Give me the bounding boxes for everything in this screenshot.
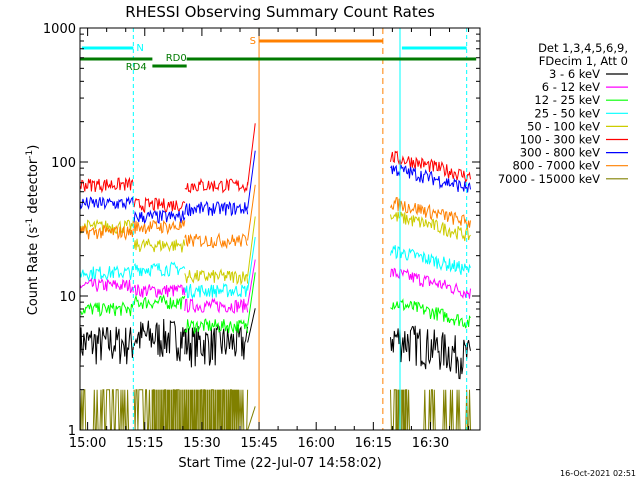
series-flare-3 bbox=[247, 237, 256, 291]
series-line-4 bbox=[79, 211, 471, 286]
series-line-3 bbox=[79, 245, 471, 300]
annotation-n: N bbox=[136, 43, 143, 54]
series-line-1 bbox=[79, 267, 471, 314]
series-line-5 bbox=[79, 150, 471, 214]
legend-label: 100 - 300 keV bbox=[520, 133, 600, 147]
plot-area: N RD0 RD4 S 1 10 100 1000 15:00 15:15 15:30 15:45 16… bbox=[43, 22, 481, 451]
chart-title: RHESSI Observing Summary Count Rates bbox=[125, 3, 435, 21]
legend-label: 300 - 800 keV bbox=[520, 146, 600, 160]
annotation-rd4: RD4 bbox=[126, 62, 147, 73]
annotation-rd0: RD0 bbox=[166, 53, 187, 64]
legend-label: 7000 - 15000 keV bbox=[498, 172, 600, 186]
series-line-7 bbox=[79, 197, 471, 250]
x-tick-label: 15:30 bbox=[183, 436, 220, 451]
y-tick-label: 1 bbox=[68, 424, 76, 439]
legend-header-1: Det 1,3,4,5,6,9, bbox=[538, 41, 628, 55]
x-tick-label: 15:00 bbox=[69, 436, 106, 451]
timestamp: 16-Oct-2021 02:51 bbox=[560, 469, 636, 478]
x-tick-label: 15:45 bbox=[240, 436, 277, 451]
series-line-6 bbox=[79, 164, 471, 225]
series-line-0 bbox=[79, 318, 471, 380]
annotation-s: S bbox=[250, 36, 256, 47]
legend-label: 800 - 7000 keV bbox=[512, 159, 600, 173]
y-axis-label: Count Rate (s-1 detector-1) bbox=[25, 145, 41, 316]
legend-label: 50 - 100 keV bbox=[527, 119, 600, 133]
x-tick-label: 16:30 bbox=[412, 436, 449, 451]
series-flare-1 bbox=[247, 259, 256, 306]
x-axis-label: Start Time (22-Jul-07 14:58:02) bbox=[178, 456, 381, 471]
series-flare-8 bbox=[247, 406, 256, 431]
legend-label: 3 - 6 keV bbox=[549, 67, 600, 81]
series-flare-2 bbox=[247, 272, 256, 326]
legend-header-2: FDecim 1, Att 0 bbox=[539, 54, 628, 68]
x-tick-label: 16:00 bbox=[297, 436, 334, 451]
series-flare-0 bbox=[247, 308, 256, 343]
y-tick-label: 100 bbox=[51, 156, 76, 171]
series-line-8 bbox=[79, 389, 471, 431]
plot-frame bbox=[79, 27, 481, 431]
series-flare-7 bbox=[247, 184, 256, 241]
series-flare-6 bbox=[247, 150, 256, 209]
series-flare-4 bbox=[247, 216, 256, 277]
series-line-2 bbox=[79, 294, 471, 335]
y-tick-label: 1000 bbox=[43, 22, 76, 37]
legend-label: 6 - 12 keV bbox=[542, 80, 600, 94]
y-tick-label: 10 bbox=[59, 290, 76, 305]
x-tick-label: 15:15 bbox=[126, 436, 163, 451]
x-tick-label: 16:15 bbox=[355, 436, 392, 451]
legend-label: 25 - 50 keV bbox=[534, 106, 600, 120]
series-flare-5 bbox=[247, 123, 256, 186]
legend-label: 12 - 25 keV bbox=[534, 93, 600, 107]
